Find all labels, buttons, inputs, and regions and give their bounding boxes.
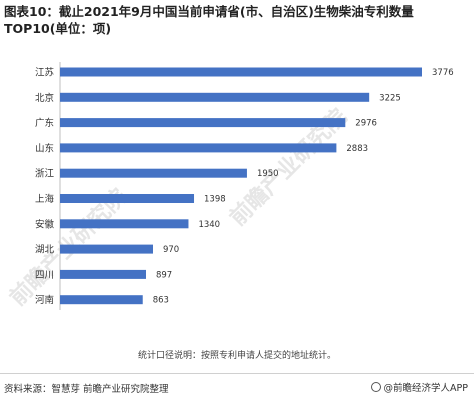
value-label: 2883 (346, 144, 368, 154)
bar (60, 219, 189, 229)
bar (60, 194, 195, 203)
value-label: 863 (153, 296, 169, 306)
category-label: 广东 (35, 117, 54, 129)
value-label: 897 (156, 270, 172, 280)
chart-note: 统计口径说明：按照专利申请人提交的地址统计。 (137, 351, 336, 361)
category-label: 湖北 (35, 245, 55, 256)
bar (60, 269, 146, 279)
bar (60, 244, 153, 254)
bar (60, 143, 337, 153)
bar (60, 168, 247, 178)
bar (60, 295, 143, 305)
value-label: 1398 (204, 195, 226, 205)
brand: @前瞻经济学人APP (370, 380, 468, 394)
category-label: 河南 (35, 294, 54, 306)
category-label: 上海 (35, 193, 55, 205)
bar (60, 67, 422, 77)
brand-logo-icon (370, 382, 381, 392)
bar (60, 118, 346, 128)
footer-divider (0, 373, 474, 374)
value-label: 2976 (355, 119, 377, 129)
bar (60, 92, 370, 102)
category-label: 安徽 (35, 218, 55, 230)
category-label: 山东 (35, 142, 54, 154)
value-label: 970 (163, 245, 179, 255)
value-label: 3776 (432, 68, 454, 78)
chart-title: 图表10：截止2021年9月中国当前申请省(市、自治区)生物柴油专利数量TOP1… (4, 4, 414, 36)
category-label: 江苏 (35, 67, 55, 79)
bar-chart: 江苏 3776 北京 3225 广东 2976 山东 2883 浙江 1950 上海 1398 安徽 13… (35, 62, 454, 310)
value-label: 3225 (379, 93, 401, 103)
brand-text: @前瞻经济学人APP (383, 383, 468, 394)
category-label: 四川 (35, 270, 54, 281)
value-label: 1340 (198, 220, 220, 230)
category-label: 北京 (35, 92, 54, 104)
category-label: 浙江 (35, 168, 55, 180)
value-label: 1950 (257, 169, 279, 179)
source-text: 资料来源：智慧芽 前瞻产业研究院整理 (4, 384, 169, 395)
